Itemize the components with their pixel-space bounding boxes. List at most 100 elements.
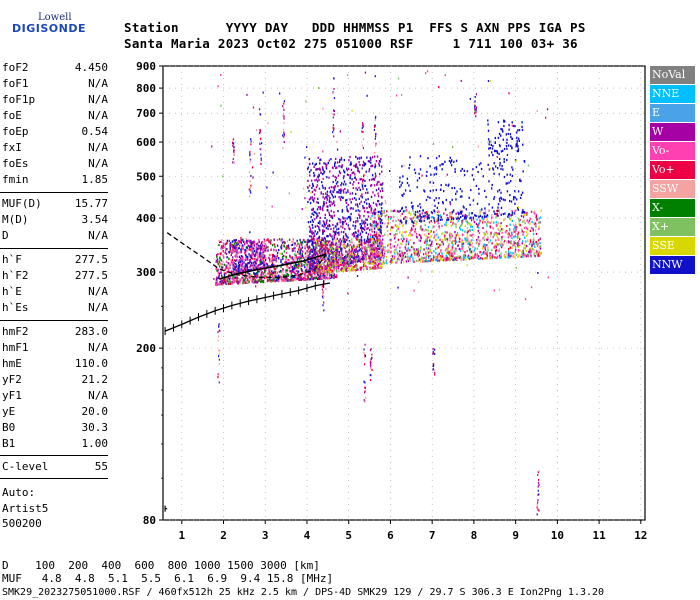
echo-point [483, 231, 485, 235]
echo-point [482, 221, 484, 224]
echo-point [380, 226, 383, 229]
echo-point [286, 279, 288, 282]
echo-point [337, 243, 339, 246]
echo-point [216, 282, 218, 285]
echo-point [433, 217, 435, 220]
echo-point [401, 258, 403, 261]
echo-point [355, 164, 357, 167]
echo-point [330, 248, 332, 251]
echo-point [329, 170, 331, 173]
echo-point [290, 270, 292, 273]
echo-point [377, 237, 379, 240]
echo-point [301, 246, 303, 249]
echo-point [474, 249, 476, 252]
echo-point [320, 263, 322, 266]
echo-point [433, 173, 435, 176]
echo-point [320, 259, 322, 262]
echo-point [280, 265, 282, 268]
echo-point [356, 203, 359, 206]
echo-point [537, 239, 540, 242]
echo-point [312, 235, 315, 238]
echo-point [357, 169, 359, 172]
echo-point [467, 230, 469, 233]
echo-point [378, 242, 381, 245]
echo-point [366, 240, 369, 243]
echo-point [263, 256, 265, 259]
echo-point [311, 196, 314, 199]
echo-point [378, 245, 381, 248]
echo-point [232, 243, 234, 246]
echo-point [419, 234, 422, 237]
echo-point [464, 254, 467, 257]
echo-point [485, 251, 487, 254]
echo-point [426, 243, 428, 246]
echo-point [411, 234, 413, 237]
echo-point [300, 248, 302, 251]
echo-point [354, 176, 356, 179]
echo-point [326, 267, 328, 271]
echo-point [328, 195, 330, 198]
echo-point [418, 177, 421, 180]
echo-point [497, 203, 500, 206]
echo-point [355, 192, 357, 196]
echo-point [441, 240, 443, 243]
echo-point [462, 245, 464, 248]
echo-point [336, 228, 338, 231]
echo-point [265, 262, 267, 265]
echo-point [235, 277, 238, 280]
echo-point [361, 250, 363, 253]
echo-point [238, 261, 240, 264]
echo-point [349, 163, 351, 166]
echo-point [262, 247, 264, 251]
echo-point [245, 281, 247, 284]
echo-point [399, 231, 401, 234]
echo-point [534, 229, 537, 232]
echo-point [400, 237, 403, 240]
echo-point [309, 220, 312, 223]
echo-point [362, 260, 365, 263]
echo-point [385, 261, 388, 264]
echo-point [520, 179, 522, 183]
echo-point [248, 273, 250, 276]
echo-point [309, 263, 311, 266]
echo-point [304, 240, 306, 243]
legend-item-w: W [650, 123, 695, 141]
echo-point [344, 245, 346, 248]
echo-point [318, 174, 320, 177]
echo-point [437, 243, 440, 246]
echo-point [252, 278, 254, 281]
echo-point [280, 279, 283, 283]
echo-point [328, 262, 330, 265]
echo-point [468, 221, 470, 225]
echo-point [333, 264, 335, 267]
echo-point [223, 263, 226, 266]
echo-point [328, 263, 330, 266]
echo-point [459, 228, 462, 231]
echo-point [344, 247, 346, 250]
echo-point [311, 250, 314, 253]
y-tick-label: 600 [136, 136, 156, 149]
echo-point [414, 171, 417, 175]
echo-point [340, 191, 342, 194]
echo-point [438, 255, 441, 258]
echo-point [392, 257, 395, 260]
echo-point [366, 239, 368, 242]
echo-point [429, 255, 431, 258]
echo-point [435, 247, 437, 250]
echo-point [495, 213, 497, 216]
echo-point [330, 227, 332, 230]
echo-point [471, 212, 473, 215]
echo-point [367, 261, 369, 265]
echo-point [510, 180, 512, 183]
echo-point [369, 157, 372, 160]
echo-point [379, 173, 381, 176]
echo-point [498, 197, 501, 200]
echo-point [267, 278, 269, 281]
echo-point [228, 250, 230, 254]
echo-point [258, 245, 260, 248]
echo-point [508, 215, 510, 219]
echo-point [388, 249, 391, 252]
echo-point [420, 245, 422, 248]
echo-point [242, 269, 244, 272]
echo-point [317, 201, 319, 204]
